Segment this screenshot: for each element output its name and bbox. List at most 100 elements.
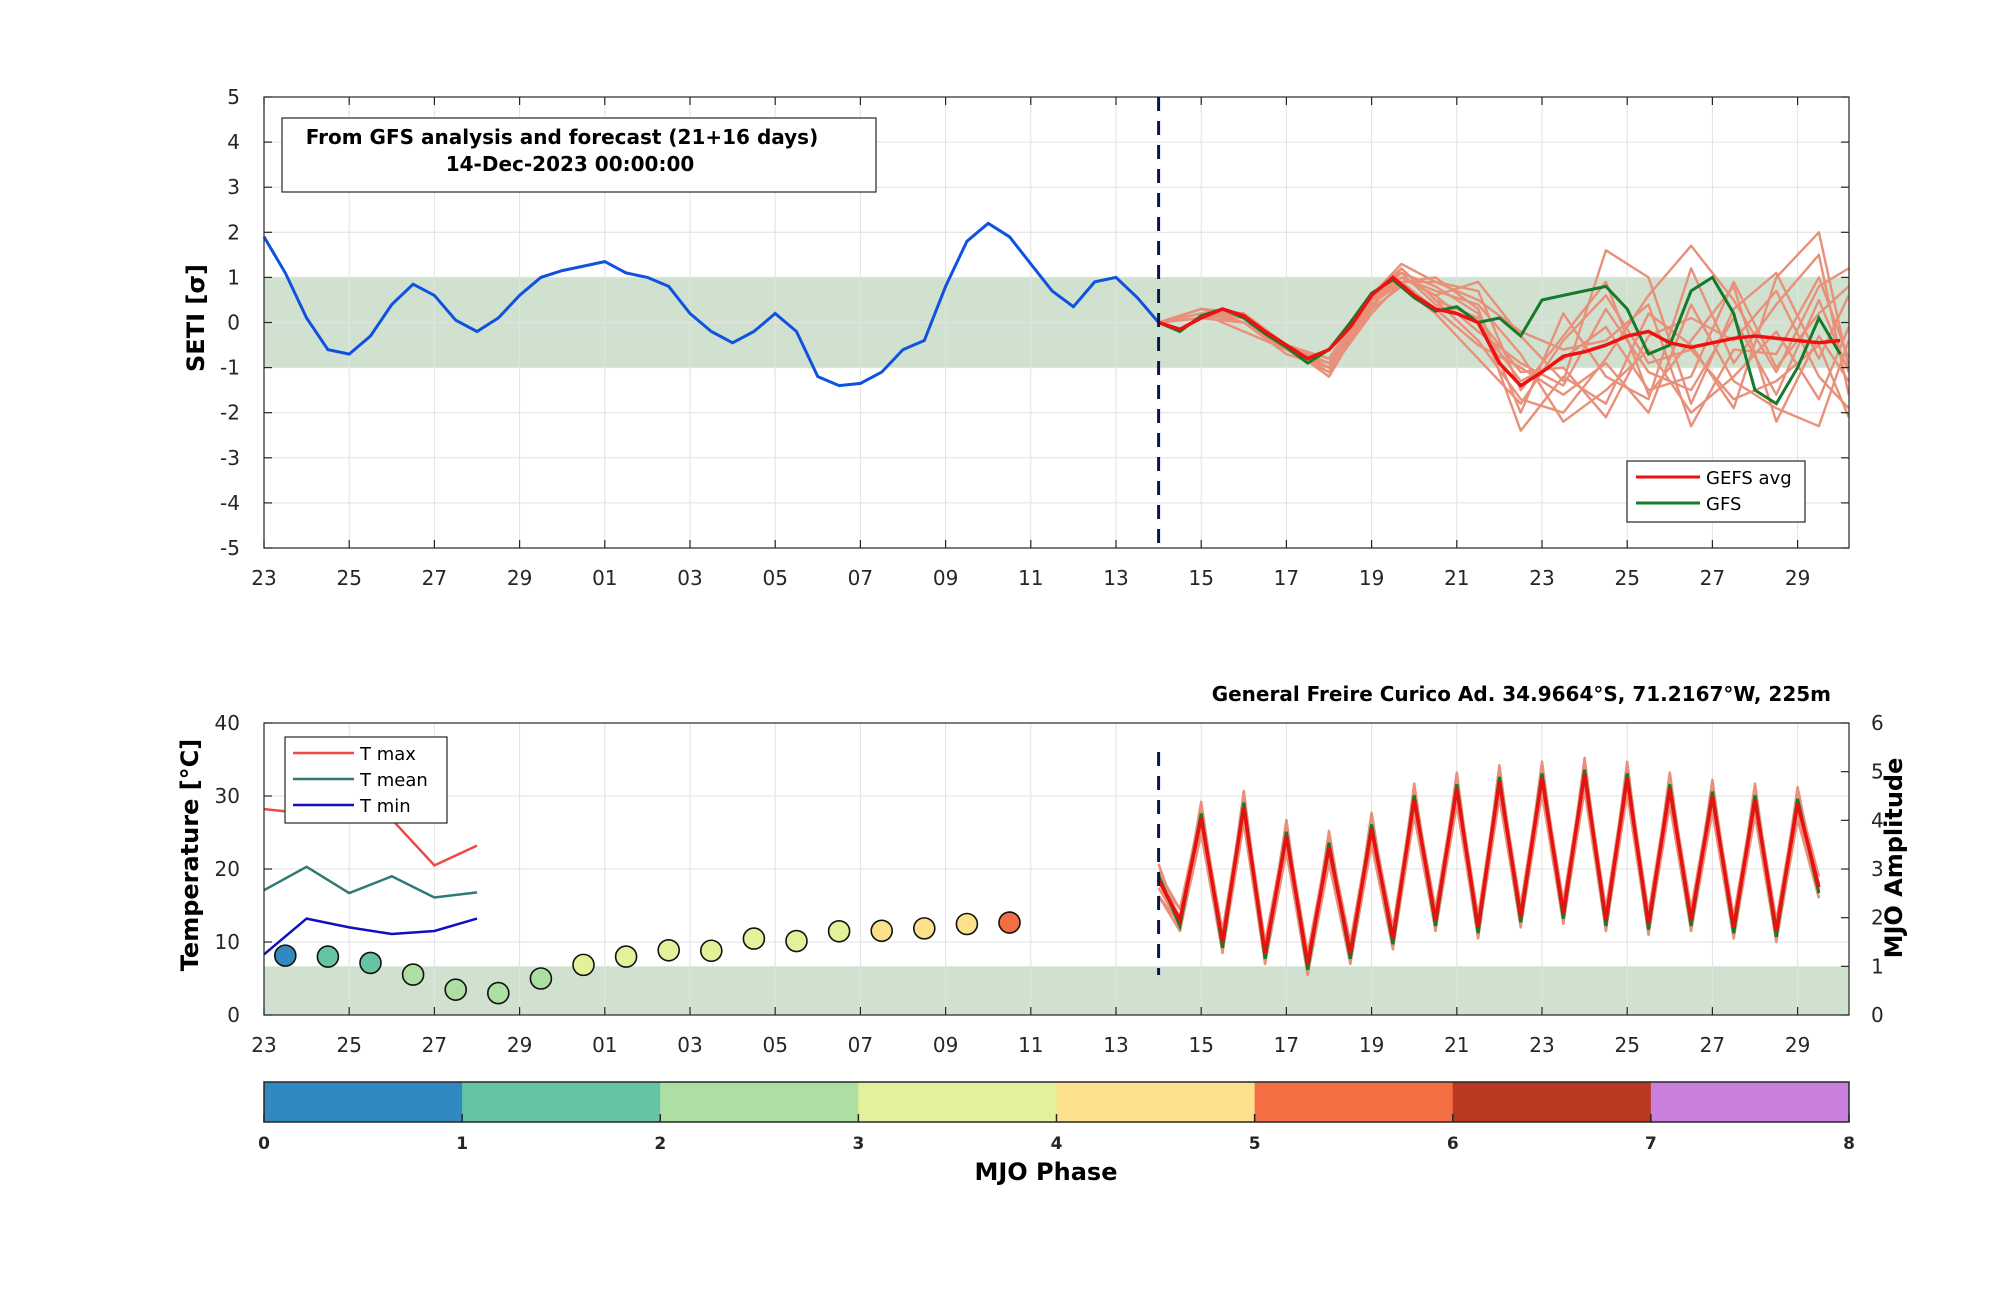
amp-y-tick-label: 6 — [1871, 711, 1884, 735]
mjo-marker — [572, 953, 595, 977]
amp-y-tick-label: 5 — [1871, 760, 1884, 784]
seti-y-tick-label: 0 — [227, 311, 240, 335]
temp-y-tick-label: 20 — [215, 857, 240, 881]
colorbar-segment — [462, 1082, 661, 1122]
amp-y-tick-label: 2 — [1871, 906, 1884, 930]
seti-x-tick-label: 03 — [677, 566, 702, 590]
temp-x-tick-label: 17 — [1274, 1033, 1299, 1057]
seti-x-tick-label: 17 — [1274, 566, 1299, 590]
mjo-marker — [316, 945, 340, 968]
mjo-marker — [912, 917, 936, 940]
seti-y-tick-label: 1 — [227, 265, 240, 289]
colorbar-tick-label: 5 — [1249, 1134, 1261, 1154]
forecast-member-line — [1157, 789, 1821, 969]
forecast-member-line — [1157, 789, 1821, 977]
seti-x-tick-label: 13 — [1103, 566, 1128, 590]
mjo-amplitude-axis-label: MJO Amplitude — [1880, 758, 1908, 959]
colorbar-segment — [1056, 1082, 1256, 1122]
seti-y-axis-label: SETI [σ] — [182, 264, 210, 372]
seti-x-tick-label: 07 — [848, 566, 873, 590]
temp-y-tick-label: 10 — [215, 930, 240, 954]
temp-x-tick-label: 13 — [1103, 1033, 1128, 1057]
temp-x-tick-label: 23 — [1529, 1033, 1554, 1057]
colorbar-segment — [1452, 1082, 1652, 1122]
temperature-panel: 23 25 27 29 01 03 05 07 09 11 13 15 17 19 21 23 25 27 2940… — [176, 682, 1908, 1057]
temperature-y-axis-label: Temperature [°C] — [176, 739, 204, 972]
colorbar-tick-label: 1 — [456, 1134, 468, 1154]
colorbar-tick-label: 0 — [258, 1134, 270, 1154]
mjo-marker — [444, 978, 468, 1001]
temp-x-tick-label: 15 — [1188, 1033, 1213, 1057]
gefs-avg-line — [1158, 275, 1841, 388]
seti-x-tick-label: 29 — [507, 566, 532, 590]
mjo-marker — [359, 951, 382, 975]
seti-analysis-line — [262, 221, 1160, 388]
forecast-avg-temperature-line — [1157, 773, 1821, 965]
tmean-line — [263, 865, 478, 899]
seti-y-tick-label: -5 — [220, 536, 240, 560]
seti-x-tick-label: 15 — [1188, 566, 1213, 590]
temp-x-tick-label: 05 — [762, 1033, 787, 1057]
seti-panel: 23 25 27 29 01 03 05 07 09 11 13 15 17 19 21 23 25 27 2954… — [182, 85, 1850, 590]
seti-x-tick-label: 29 — [1785, 566, 1810, 590]
colorbar-segment — [858, 1082, 1057, 1122]
mjo-marker — [529, 967, 553, 990]
temp-x-tick-label: 07 — [848, 1033, 873, 1057]
seti-legend: GEFS avg GFS — [1626, 460, 1806, 523]
temp-x-tick-label: 19 — [1359, 1033, 1384, 1057]
temp-x-tick-label: 29 — [1785, 1033, 1810, 1057]
legend-label-gfs: GFS — [1706, 494, 1741, 515]
annotation-line-2: 14-Dec-2023 00:00:00 — [446, 152, 695, 176]
tmin-line — [263, 917, 478, 956]
temp-x-tick-label: 29 — [507, 1033, 532, 1057]
temperature-ticks: 23 25 27 29 01 03 05 07 09 11 13 15 17 19 21 23 25 27 2940… — [215, 711, 1884, 1057]
seti-ticks: 23 25 27 29 01 03 05 07 09 11 13 15 17 19 21 23 25 27 2954… — [220, 85, 1849, 590]
seti-x-tick-label: 19 — [1359, 566, 1384, 590]
seti-y-tick-label: 4 — [227, 130, 240, 154]
seti-x-tick-label: 25 — [336, 566, 361, 590]
colorbar-segment — [264, 1082, 463, 1122]
seti-x-tick-label: 23 — [251, 566, 276, 590]
seti-x-tick-label: 11 — [1018, 566, 1043, 590]
legend-label-tmean: T mean — [359, 770, 428, 791]
temp-x-tick-label: 21 — [1444, 1033, 1469, 1057]
station-title: General Freire Curico Ad. 34.9664°S, 71.… — [1212, 682, 1831, 706]
legend-label-tmax: T max — [359, 744, 416, 765]
annotation-box — [281, 117, 877, 193]
colorbar-tick-label: 6 — [1447, 1134, 1459, 1154]
temp-y-tick-label: 40 — [215, 711, 240, 735]
seti-y-tick-label: -3 — [220, 446, 240, 470]
temp-x-tick-label: 23 — [251, 1033, 276, 1057]
amp-y-tick-label: 0 — [1871, 1003, 1884, 1027]
mjo-marker — [827, 919, 851, 943]
mjo-marker — [614, 945, 638, 968]
mjo-marker — [401, 963, 425, 986]
seti-x-tick-label: 09 — [933, 566, 958, 590]
amp-y-tick-label: 3 — [1871, 857, 1884, 881]
mjo-marker — [955, 912, 979, 936]
mjo-marker — [657, 938, 681, 962]
seti-y-tick-label: 5 — [227, 85, 240, 109]
colorbar-tick-label: 3 — [852, 1134, 864, 1154]
seti-y-tick-label: -2 — [220, 401, 240, 425]
seti-x-tick-label: 05 — [762, 566, 787, 590]
temp-y-tick-label: 0 — [227, 1003, 240, 1027]
mjo-marker — [273, 944, 297, 967]
mjo-weak-band — [264, 966, 1849, 1015]
temp-x-tick-label: 25 — [1614, 1033, 1639, 1057]
colorbar-tick-label: 2 — [654, 1134, 666, 1154]
mjo-marker — [870, 919, 894, 943]
colorbar-segment — [1254, 1082, 1454, 1122]
gfs-line — [1158, 275, 1842, 406]
seti-x-tick-label: 01 — [592, 566, 617, 590]
seti-y-tick-label: 2 — [227, 220, 240, 244]
annotation-line-1: From GFS analysis and forecast (21+16 da… — [306, 125, 818, 149]
seti-y-tick-label: 3 — [227, 175, 240, 199]
temp-x-tick-label: 27 — [422, 1033, 447, 1057]
seti-x-tick-label: 25 — [1614, 566, 1639, 590]
seti-x-tick-label: 27 — [422, 566, 447, 590]
colorbar-tick-label: 8 — [1843, 1134, 1855, 1154]
temp-x-tick-label: 27 — [1700, 1033, 1725, 1057]
temp-y-tick-label: 30 — [215, 784, 240, 808]
